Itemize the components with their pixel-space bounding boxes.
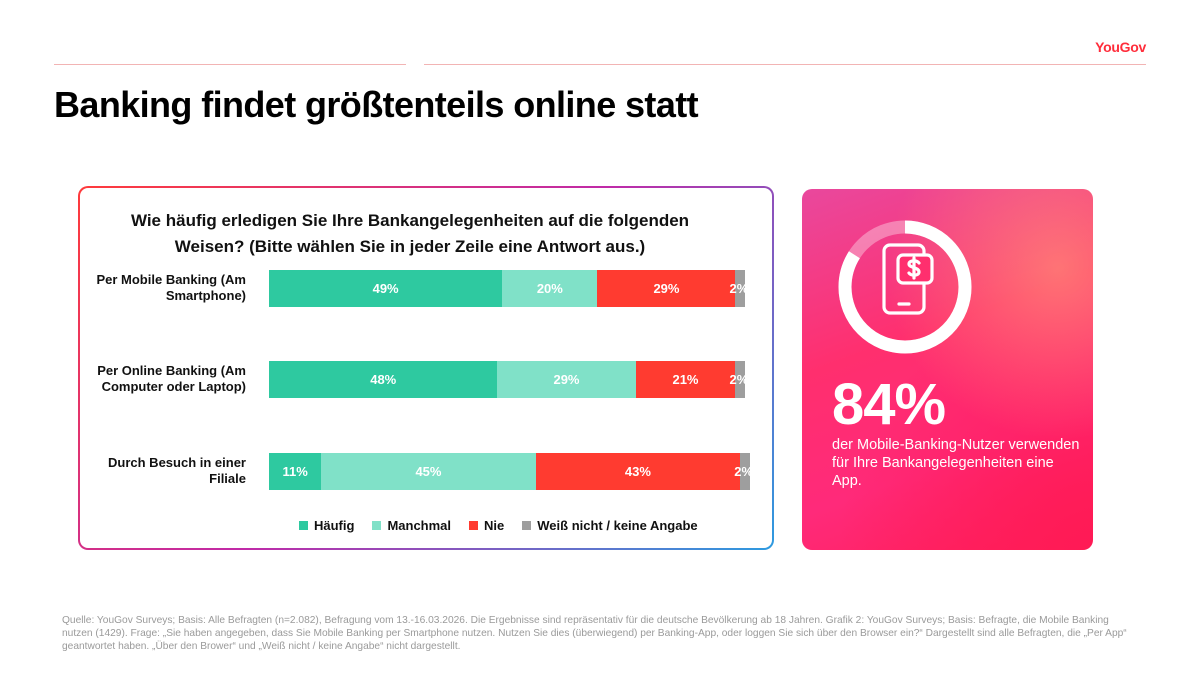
promo-card: 84% der Mobile-Banking-Nutzer verwenden …: [802, 189, 1093, 550]
source-note: Quelle: YouGov Surveys; Basis: Alle Befr…: [62, 615, 1127, 652]
data-label: 45%: [415, 464, 442, 479]
row-label-2: Durch Besuch in einer Filiale: [108, 455, 246, 486]
bar-segment: 21%: [635, 361, 736, 398]
legend-swatch: [299, 521, 308, 530]
legend-swatch: [522, 521, 532, 530]
data-label: 29%: [553, 372, 580, 387]
data-label: 49%: [372, 281, 399, 296]
data-label: 2%: [729, 372, 749, 387]
chart-title: Wie häufig erledigen Sie Ihre Bankangele…: [130, 211, 690, 256]
chart-legend: Häufig Manchmal Nie Weiß nicht / keine Anga…: [299, 518, 698, 533]
smartphone-dollar-icon: [882, 243, 934, 315]
chart-card: Wie häufig erledigen Sie Ihre Bankangele…: [78, 186, 774, 550]
legend-label: Manchmal: [387, 518, 452, 533]
legend-item: Nie: [469, 518, 504, 533]
chart-inner: Wie häufig erledigen Sie Ihre Bankangele…: [80, 188, 772, 548]
data-label: 2%: [729, 281, 749, 296]
donut-value-arc: [838, 220, 972, 354]
bar-segment: 29%: [597, 270, 736, 307]
legend-label: Nie: [484, 518, 505, 533]
data-label: 29%: [653, 281, 680, 296]
legend-item: Manchmal: [372, 518, 451, 533]
data-label: 20%: [536, 281, 563, 296]
bar-segment: 2%: [729, 361, 748, 398]
legend-swatch: [372, 521, 382, 530]
row-label-0: Per Mobile Banking (Am Smartphone): [96, 272, 246, 303]
bar-segment: 20%: [502, 270, 598, 307]
promo-text: der Mobile-Banking-Nutzer verwenden für …: [832, 437, 1080, 489]
legend-item: Weiß nicht / keine Angabe: [522, 518, 698, 533]
data-label: 21%: [672, 372, 699, 387]
bar-segment: 11%: [269, 453, 322, 490]
data-label: 2%: [734, 464, 754, 479]
bar-segment: 43%: [535, 453, 741, 490]
legend-swatch: [469, 521, 479, 530]
bar-segment: 2%: [729, 270, 748, 307]
data-label: 43%: [624, 464, 651, 479]
header-divider-right: [424, 64, 1146, 65]
page-title: Banking findet größtenteils online statt: [54, 84, 699, 125]
legend-label: Weiß nicht / keine Angabe: [537, 518, 698, 533]
bar-segment: 45%: [321, 453, 536, 490]
bar-segment: 29%: [497, 361, 636, 398]
header-divider-left: [54, 64, 406, 65]
bar-segment: 49%: [269, 270, 503, 307]
data-label: 48%: [370, 372, 397, 387]
donut-chart: [838, 220, 972, 354]
row-label-1: Per Online Banking (Am Computer oder Lap…: [97, 363, 246, 394]
bar-segment: 2%: [734, 453, 753, 490]
big-number: 84%: [832, 372, 946, 437]
bar-row-2: 11% 45% 43% 2%: [269, 453, 753, 490]
legend-label: Häufig: [314, 518, 355, 533]
bar-segment: 48%: [269, 361, 498, 398]
legend-item: Häufig: [299, 518, 354, 533]
yougov-logo: YouGov: [1095, 39, 1146, 55]
data-label: 11%: [282, 464, 308, 479]
bar-row-1: 48% 29% 21% 2%: [269, 361, 748, 398]
bar-row-0: 49% 20% 29% 2%: [269, 270, 748, 307]
